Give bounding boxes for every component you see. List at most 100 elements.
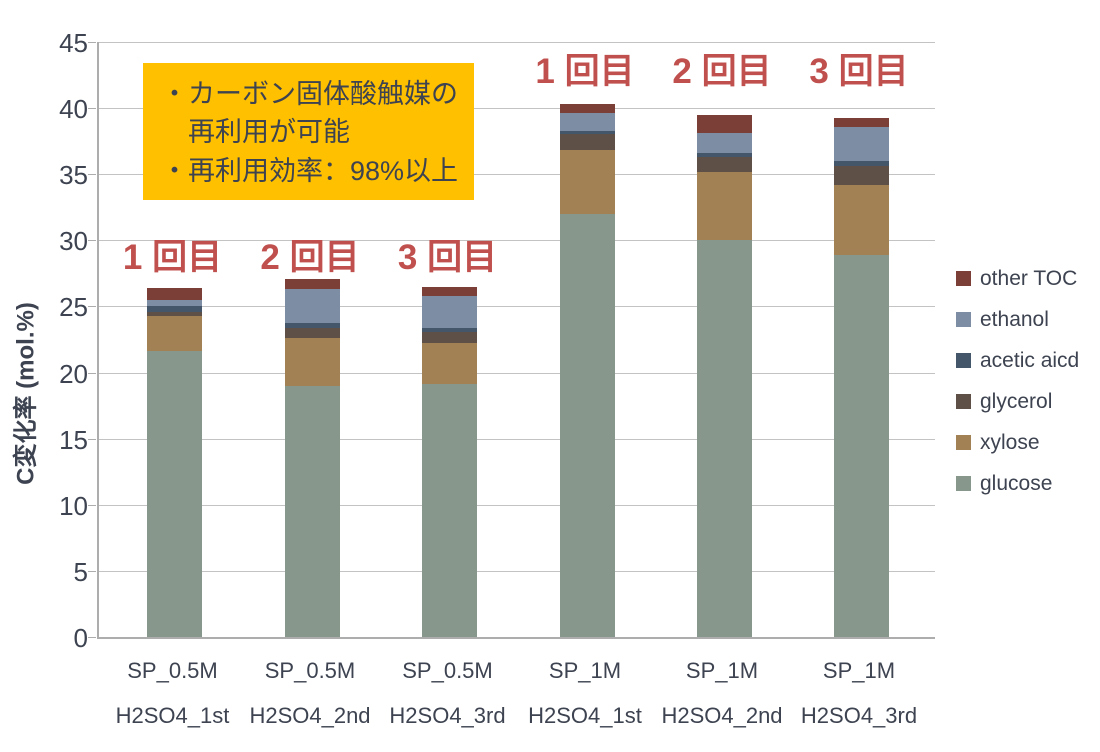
annotation-4: 1 回目 xyxy=(535,52,635,91)
gridline-20 xyxy=(99,372,935,374)
legend-item-other-TOC: other TOC xyxy=(956,258,1079,299)
ytick-label-10: 10 xyxy=(59,490,88,521)
segment-ethanol xyxy=(422,295,477,328)
segment-acetic aicd xyxy=(284,323,340,328)
ytick-mark-0 xyxy=(88,637,96,638)
legend-swatch-icon xyxy=(956,394,971,409)
segment-acetic aicd xyxy=(147,306,202,312)
segment-glycerol xyxy=(559,133,615,151)
xtick-line1: SP_1M xyxy=(685,658,759,683)
legend-item-glucose: glucose xyxy=(956,463,1079,504)
xtick-line2: H2SO4_3rd xyxy=(389,703,506,728)
segment-other TOC xyxy=(833,118,889,127)
bar-SP_1M-H2SO4_2nd xyxy=(696,114,752,637)
gridline-30 xyxy=(99,240,935,242)
legend-label: acetic aicd xyxy=(980,348,1080,372)
ytick-mark-10 xyxy=(88,504,96,506)
gridline-35 xyxy=(99,174,935,176)
annotation-5: 2 回目 xyxy=(672,52,772,91)
xtick-label-2: SP_0.5M H2SO4_3rd xyxy=(373,658,523,729)
segment-xylose xyxy=(696,171,752,241)
segment-xylose xyxy=(559,150,615,214)
gridline-45 xyxy=(99,42,935,43)
xtick-line2: H2SO4_3rd xyxy=(800,703,918,728)
xtick-line1: SP_1M xyxy=(822,658,896,683)
ytick-label-0: 0 xyxy=(73,623,88,653)
bar-SP_0.5M-H2SO4_3rd xyxy=(422,286,477,637)
segment-glycerol xyxy=(147,311,202,316)
ytick-mark-5 xyxy=(88,570,96,572)
segment-ethanol xyxy=(147,299,202,307)
bar-SP_0.5M-H2SO4_1st xyxy=(147,287,202,637)
xtick-label-5: SP_1M H2SO4_3rd xyxy=(784,658,934,729)
annotation-1: 1 回目 xyxy=(122,238,223,277)
legend-item-acetic-aicd: acetic aicd xyxy=(956,340,1079,381)
gridline-25 xyxy=(99,306,935,308)
gridline-5 xyxy=(99,570,935,572)
ytick-label-30: 30 xyxy=(59,226,88,257)
bar-SP_0.5M-H2SO4_2nd xyxy=(284,279,340,637)
segment-ethanol xyxy=(284,288,340,323)
legend-label: xylose xyxy=(980,430,1040,454)
xtick-line2: H2SO4_2nd xyxy=(661,703,783,728)
ytick-label-5: 5 xyxy=(73,556,88,587)
ytick-label-15: 15 xyxy=(59,424,88,455)
segment-glucose xyxy=(284,385,340,637)
legend-item-xylose: xylose xyxy=(956,422,1079,463)
xtick-line2: H2SO4_1st xyxy=(115,703,230,728)
xtick-line1: SP_0.5M xyxy=(264,658,356,683)
segment-other TOC xyxy=(147,287,202,300)
segment-glycerol xyxy=(422,331,477,344)
xtick-line1: SP_0.5M xyxy=(402,658,493,683)
ytick-mark-15 xyxy=(88,438,96,440)
ytick-label-40: 40 xyxy=(59,94,88,125)
xtick-line2: H2SO4_2nd xyxy=(249,703,371,728)
segment-glycerol xyxy=(284,327,340,339)
segment-glycerol xyxy=(833,166,889,185)
xtick-line2: H2SO4_1st xyxy=(528,703,642,728)
segment-xylose xyxy=(833,184,889,255)
xtick-label-0: SP_0.5M H2SO4_1st xyxy=(98,658,248,729)
bar-SP_1M-H2SO4_3rd xyxy=(833,118,889,637)
segment-other TOC xyxy=(696,114,752,134)
ytick-mark-30 xyxy=(88,240,96,242)
annotation-2: 2 回目 xyxy=(260,238,360,277)
xtick-label-4: SP_1M H2SO4_2nd xyxy=(647,658,797,729)
legend-item-ethanol: ethanol xyxy=(956,299,1079,340)
legend-item-glycerol: glycerol xyxy=(956,381,1079,422)
legend-swatch-icon xyxy=(956,271,971,286)
plot-area xyxy=(97,42,935,639)
segment-acetic aicd xyxy=(422,327,477,332)
segment-xylose xyxy=(284,338,340,386)
bar-SP_1M-H2SO4_1st xyxy=(559,103,615,637)
ytick-mark-40 xyxy=(88,108,96,110)
xtick-label-1: SP_0.5M H2SO4_2nd xyxy=(235,658,385,729)
ytick-mark-20 xyxy=(88,372,96,374)
gridline-40 xyxy=(99,108,935,110)
ytick-label-45: 45 xyxy=(59,28,88,58)
legend-swatch-icon xyxy=(956,435,971,450)
segment-acetic aicd xyxy=(833,161,889,167)
segment-other TOC xyxy=(284,279,340,289)
legend-swatch-icon xyxy=(956,353,971,368)
segment-glucose xyxy=(559,213,615,637)
xtick-line1: SP_0.5M xyxy=(127,658,218,683)
note-line-3: ・再利用効率：98%以上 xyxy=(161,155,459,186)
legend-label: glucose xyxy=(980,471,1053,495)
segment-ethanol xyxy=(833,126,889,162)
segment-xylose xyxy=(422,343,477,385)
xtick-line1: SP_1M xyxy=(548,658,622,683)
segment-glucose xyxy=(833,254,889,637)
segment-glucose xyxy=(422,384,477,637)
legend-swatch-icon xyxy=(956,312,971,327)
legend: other TOC ethanol acetic aicd glycerol xylos… xyxy=(956,258,1079,504)
segment-xylose xyxy=(147,315,202,352)
gridline-15 xyxy=(99,438,935,440)
ytick-mark-25 xyxy=(88,306,96,308)
note-line-2: 再利用が可能 xyxy=(161,117,350,148)
segment-glucose xyxy=(696,240,752,637)
xtick-label-3: SP_1M H2SO4_1st xyxy=(510,658,660,729)
segment-other TOC xyxy=(422,286,477,296)
annotation-6: 3 回目 xyxy=(809,52,909,91)
